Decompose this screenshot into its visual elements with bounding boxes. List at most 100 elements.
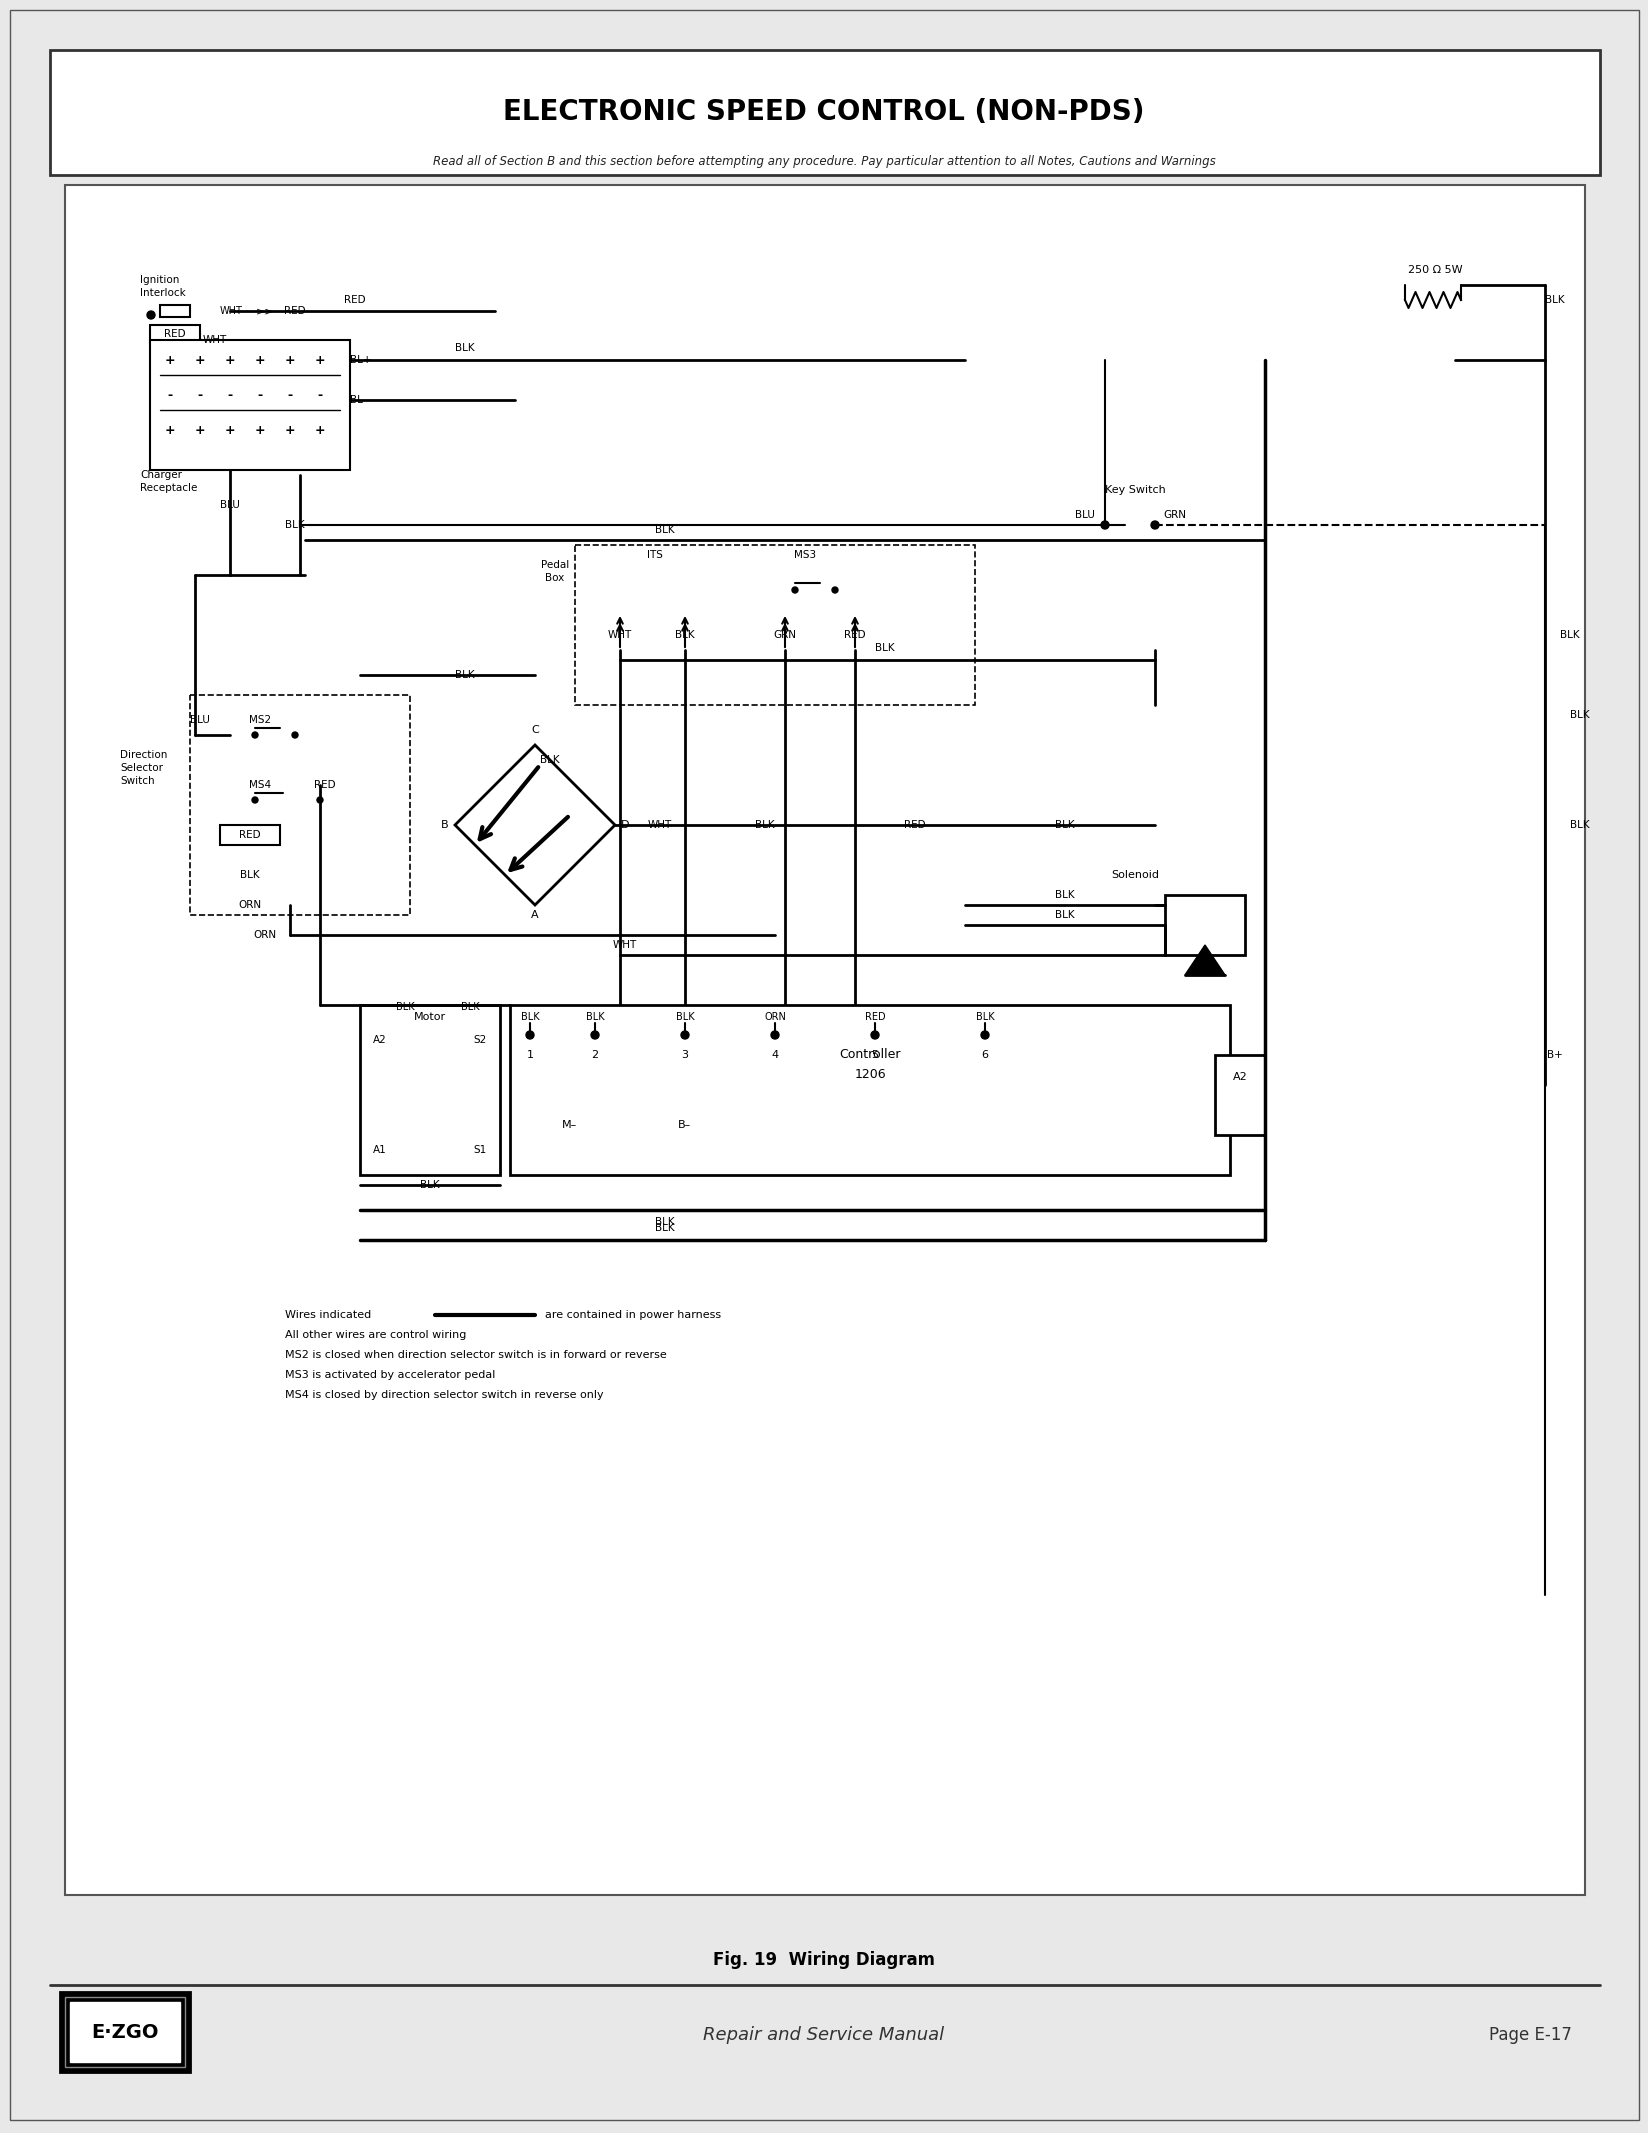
Text: RED: RED xyxy=(903,819,925,830)
Bar xyxy=(359,1005,499,1175)
Text: 5: 5 xyxy=(872,1049,878,1060)
Text: A2: A2 xyxy=(372,1035,387,1045)
Circle shape xyxy=(771,1030,778,1039)
Text: BLK: BLK xyxy=(1569,819,1589,830)
Text: are contained in power harness: are contained in power harness xyxy=(545,1310,720,1320)
Circle shape xyxy=(316,798,323,802)
Text: BLK: BLK xyxy=(875,642,895,653)
Bar xyxy=(49,49,1599,175)
Text: C: C xyxy=(531,725,539,736)
Text: GRN: GRN xyxy=(1163,510,1187,520)
Bar xyxy=(160,305,190,318)
Text: Receptacle: Receptacle xyxy=(140,482,198,493)
Text: BLK: BLK xyxy=(420,1180,440,1190)
Bar xyxy=(575,546,974,706)
Circle shape xyxy=(147,311,155,320)
Circle shape xyxy=(1101,520,1109,529)
Text: RED: RED xyxy=(864,1011,885,1022)
Text: B–: B– xyxy=(677,1120,691,1130)
Text: WHT: WHT xyxy=(203,335,227,346)
Text: ORN: ORN xyxy=(239,900,262,911)
Text: 6: 6 xyxy=(981,1049,987,1060)
Text: S2: S2 xyxy=(473,1035,486,1045)
Text: -: - xyxy=(287,388,292,401)
Text: >>: >> xyxy=(255,305,274,316)
Text: WHT: WHT xyxy=(219,305,242,316)
Text: MS2: MS2 xyxy=(249,715,270,725)
Text: Fig. 19  Wiring Diagram: Fig. 19 Wiring Diagram xyxy=(712,1952,934,1969)
Text: Ignition: Ignition xyxy=(140,275,180,286)
Text: ITS: ITS xyxy=(646,550,662,561)
Text: All other wires are control wiring: All other wires are control wiring xyxy=(285,1331,466,1340)
Text: WHT: WHT xyxy=(608,629,631,640)
Text: -: - xyxy=(198,388,203,401)
Text: Interlock: Interlock xyxy=(140,288,186,299)
Text: 250 Ω 5W: 250 Ω 5W xyxy=(1407,264,1462,275)
Text: Repair and Service Manual: Repair and Service Manual xyxy=(704,2026,944,2043)
Text: MS3 is activated by accelerator pedal: MS3 is activated by accelerator pedal xyxy=(285,1369,494,1380)
Text: BLK: BLK xyxy=(455,670,475,680)
Text: GRN: GRN xyxy=(773,629,796,640)
Text: -: - xyxy=(257,388,262,401)
Text: RED: RED xyxy=(344,294,366,305)
Text: BLK: BLK xyxy=(1055,889,1074,900)
Text: +: + xyxy=(285,424,295,437)
Text: +: + xyxy=(165,424,175,437)
Text: +: + xyxy=(224,354,236,367)
Text: Pedal: Pedal xyxy=(541,561,569,570)
Text: WHT: WHT xyxy=(648,819,672,830)
Text: BLU: BLU xyxy=(1074,510,1094,520)
Text: +: + xyxy=(194,354,206,367)
Text: S1: S1 xyxy=(473,1145,486,1154)
Text: +: + xyxy=(224,424,236,437)
Text: BLK: BLK xyxy=(521,1011,539,1022)
Circle shape xyxy=(1150,520,1159,529)
Text: 1: 1 xyxy=(526,1049,534,1060)
Text: BLK: BLK xyxy=(1055,819,1074,830)
Text: BLK: BLK xyxy=(1055,911,1074,919)
Text: B: B xyxy=(442,819,448,830)
Polygon shape xyxy=(1185,945,1224,975)
Text: +: + xyxy=(194,424,206,437)
Text: Controller: Controller xyxy=(839,1049,900,1062)
Bar xyxy=(509,1005,1229,1175)
Text: BL-: BL- xyxy=(349,395,366,405)
Text: -: - xyxy=(227,388,232,401)
Text: BLK: BLK xyxy=(674,629,694,640)
Text: +: + xyxy=(285,354,295,367)
Text: Selector: Selector xyxy=(120,764,163,772)
Bar xyxy=(150,324,199,343)
Text: MS3: MS3 xyxy=(793,550,816,561)
Text: RED: RED xyxy=(844,629,865,640)
Text: BLK: BLK xyxy=(241,870,260,881)
Text: A2: A2 xyxy=(1231,1073,1246,1081)
Text: ORN: ORN xyxy=(763,1011,786,1022)
Text: BLK: BLK xyxy=(460,1003,480,1011)
Text: 3: 3 xyxy=(681,1049,689,1060)
Text: 1206: 1206 xyxy=(854,1069,885,1081)
Bar xyxy=(1215,1056,1264,1135)
Text: BLK: BLK xyxy=(654,525,674,535)
Text: +: + xyxy=(315,354,325,367)
Bar xyxy=(64,1996,185,2067)
Text: +: + xyxy=(165,354,175,367)
Text: BLK: BLK xyxy=(676,1011,694,1022)
Text: BLK: BLK xyxy=(455,343,475,352)
Text: +: + xyxy=(254,354,265,367)
Bar xyxy=(69,2003,180,2063)
Text: BLK: BLK xyxy=(654,1218,674,1226)
Circle shape xyxy=(832,587,837,593)
Text: Direction: Direction xyxy=(120,751,168,759)
Text: Wires indicated: Wires indicated xyxy=(285,1310,371,1320)
Text: +: + xyxy=(254,424,265,437)
Bar xyxy=(1163,896,1244,956)
Text: RED: RED xyxy=(283,305,305,316)
Text: -: - xyxy=(318,388,323,401)
Text: BLK: BLK xyxy=(585,1011,603,1022)
Text: Read all of Section B and this section before attempting any procedure. Pay part: Read all of Section B and this section b… xyxy=(432,156,1215,169)
Text: MS4 is closed by direction selector switch in reverse only: MS4 is closed by direction selector swit… xyxy=(285,1391,603,1399)
Text: +: + xyxy=(315,424,325,437)
Text: BLK: BLK xyxy=(1569,710,1589,721)
Text: BLK: BLK xyxy=(1544,294,1564,305)
Text: B+: B+ xyxy=(1546,1049,1562,1060)
